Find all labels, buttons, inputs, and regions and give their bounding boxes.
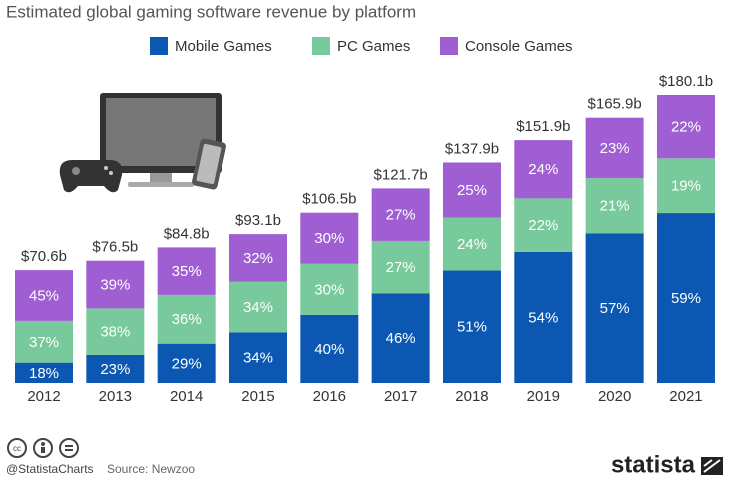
total-label: $180.1b [659, 73, 713, 90]
segment-label: 51% [457, 319, 487, 336]
segment-label: 19% [671, 178, 701, 195]
x-tick-label: 2018 [455, 388, 488, 405]
bar-segment [656, 213, 715, 383]
bar-segment [442, 217, 501, 271]
segment-label: 37% [29, 334, 59, 351]
x-tick-label: 2021 [669, 388, 702, 405]
bar-segment [514, 198, 573, 252]
bar-segment [157, 294, 216, 344]
bar-segment [86, 354, 145, 383]
bar-segment [514, 251, 573, 383]
x-tick-label: 2019 [527, 388, 560, 405]
legend-swatch [312, 37, 330, 55]
legend-swatch [150, 37, 168, 55]
legend-label: PC Games [337, 38, 410, 55]
segment-label: 45% [29, 287, 59, 304]
bar-segment [585, 178, 644, 234]
bar-segment [585, 117, 644, 179]
segment-label: 36% [172, 311, 202, 328]
total-label: $70.6b [21, 248, 67, 265]
segment-label: 24% [528, 161, 558, 178]
chart-title: Estimated global gaming software revenue… [6, 2, 416, 21]
bar-segment [157, 247, 216, 295]
x-tick-label: 2012 [27, 388, 60, 405]
legend-label: Console Games [465, 38, 573, 55]
bar-segment [585, 233, 644, 383]
source: Source: Newzoo [107, 462, 195, 476]
segment-label: 34% [243, 299, 273, 316]
total-label: $151.9b [516, 118, 570, 135]
segment-label: 32% [243, 250, 273, 267]
bar-segment [656, 95, 715, 159]
segment-label: 22% [671, 119, 701, 136]
bar-segment [86, 308, 145, 355]
bar-segment [15, 362, 73, 383]
x-tick-label: 2015 [241, 388, 274, 405]
segment-label: 22% [528, 217, 558, 234]
segment-label: 27% [386, 259, 416, 276]
bar-segment [300, 263, 359, 315]
bar-segment [371, 188, 430, 241]
bar-segment [15, 270, 73, 321]
bar-segment [442, 162, 501, 218]
total-label: $93.1b [235, 212, 281, 229]
bar-segment [86, 260, 145, 309]
illustration [59, 93, 226, 193]
segment-label: 25% [457, 182, 487, 199]
bar-segment [228, 234, 287, 282]
cc-icons: cc [7, 438, 79, 458]
segment-label: 40% [314, 341, 344, 358]
bar-segment [371, 293, 430, 383]
x-tick-label: 2013 [99, 388, 132, 405]
segment-label: 57% [600, 300, 630, 317]
total-label: $121.7b [374, 166, 428, 183]
total-label: $76.5b [92, 239, 138, 256]
segment-label: 29% [172, 355, 202, 372]
segment-label: 30% [314, 230, 344, 247]
total-label: $165.9b [588, 96, 642, 113]
segment-label: 23% [600, 140, 630, 157]
bar-segment [300, 212, 359, 264]
bar-segment [157, 343, 216, 383]
logo-icon [699, 455, 725, 477]
x-tick-label: 2017 [384, 388, 417, 405]
bar-segment [228, 332, 287, 383]
segment-label: 27% [386, 207, 416, 224]
segment-label: 23% [100, 361, 130, 378]
svg-text:cc: cc [13, 444, 21, 453]
x-tick-label: 2014 [170, 388, 203, 405]
legend-label: Mobile Games [175, 38, 272, 55]
segment-label: 38% [100, 324, 130, 341]
logo: statista [611, 451, 696, 478]
credit: @StatistaCharts [6, 462, 94, 476]
segment-label: 59% [671, 290, 701, 307]
x-tick-label: 2016 [313, 388, 346, 405]
segment-label: 30% [314, 281, 344, 298]
segment-label: 46% [386, 330, 416, 347]
x-tick-label: 2020 [598, 388, 631, 405]
segment-label: 34% [243, 350, 273, 367]
segment-label: 24% [457, 236, 487, 253]
total-label: $106.5b [302, 191, 356, 208]
bar-segment [371, 240, 430, 294]
total-label: $84.8b [164, 225, 210, 242]
total-label: $137.9b [445, 140, 499, 157]
bar-segment [228, 281, 287, 333]
segment-label: 35% [172, 263, 202, 280]
bar-segment [442, 270, 501, 383]
legend-swatch [440, 37, 458, 55]
segment-label: 54% [528, 309, 558, 326]
segment-label: 39% [100, 276, 130, 293]
bar-segment [300, 314, 359, 383]
segment-label: 21% [600, 198, 630, 215]
bar-segment [656, 158, 715, 214]
bar-segment [15, 320, 73, 363]
bar-segment [514, 140, 573, 199]
segment-label: 18% [29, 365, 59, 382]
